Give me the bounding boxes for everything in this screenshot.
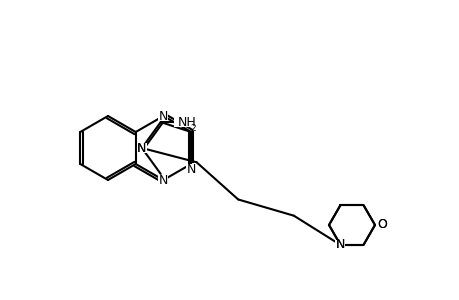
FancyBboxPatch shape — [158, 175, 168, 185]
FancyBboxPatch shape — [174, 117, 195, 127]
Text: N: N — [137, 142, 146, 154]
Text: N: N — [137, 142, 146, 154]
Text: N: N — [335, 238, 344, 251]
Text: O: O — [376, 218, 386, 232]
FancyBboxPatch shape — [335, 240, 345, 250]
Text: N: N — [186, 163, 196, 176]
FancyBboxPatch shape — [186, 164, 196, 174]
Text: 2: 2 — [190, 124, 196, 133]
FancyBboxPatch shape — [376, 220, 386, 230]
FancyBboxPatch shape — [376, 220, 386, 230]
Text: N: N — [335, 238, 344, 251]
FancyBboxPatch shape — [158, 111, 168, 121]
Text: NH: NH — [177, 116, 196, 129]
Text: O: O — [376, 218, 386, 232]
FancyBboxPatch shape — [335, 240, 345, 250]
Text: N: N — [158, 110, 168, 122]
FancyBboxPatch shape — [137, 143, 146, 153]
FancyBboxPatch shape — [137, 143, 146, 153]
Text: N: N — [158, 173, 168, 187]
